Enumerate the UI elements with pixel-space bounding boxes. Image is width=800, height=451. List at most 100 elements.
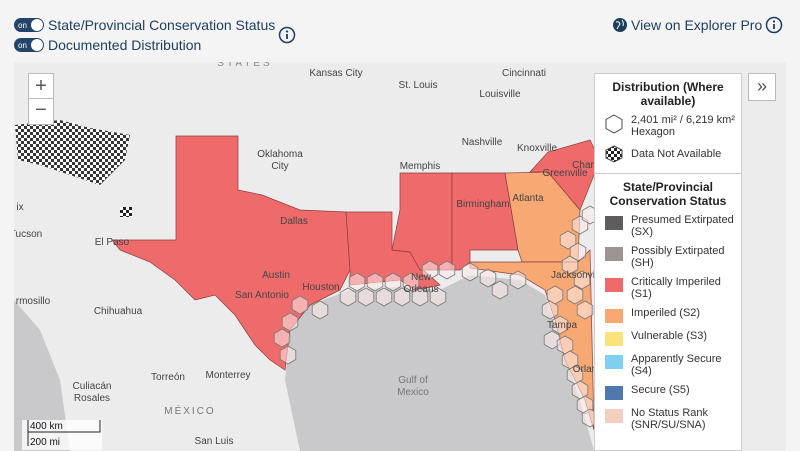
status-label: Apparently Secure (S4) — [631, 353, 722, 377]
no-data-icon — [605, 145, 623, 163]
label-line: Gulf of — [398, 375, 428, 386]
map-label: Gulf of Mexico — [397, 375, 429, 398]
map-label: Tampa — [547, 320, 577, 331]
label-line: Orleans — [403, 284, 438, 295]
map-label: San Antonio — [235, 290, 289, 301]
status-item: Imperiled (S2) — [605, 307, 741, 323]
legend-title: Distribution (Where available) — [612, 80, 724, 108]
info-icon[interactable] — [765, 16, 783, 34]
distribution-hexagon — [576, 300, 594, 320]
status-swatch — [605, 309, 623, 323]
status-label: Vulnerable (S3) — [631, 330, 708, 342]
hexagon-label: Hexagon — [631, 126, 676, 138]
distribution-hexagon — [384, 272, 402, 292]
toggle-label: Documented Distribution — [48, 37, 202, 53]
distribution-hexagon — [509, 270, 527, 290]
status-label: Presumed Extirpated (SX) — [631, 214, 734, 238]
gulf-water — [285, 275, 594, 451]
status-item: Secure (S5) — [605, 384, 741, 400]
map-label: Greenville — [542, 168, 587, 179]
distribution-hexagon — [311, 300, 329, 320]
toggle[interactable]: on State/Provincial Conservation Status — [14, 17, 275, 33]
map-label: Austin — [262, 270, 290, 281]
map-label: Kansas City — [309, 68, 362, 79]
no-data-label: Data Not Available — [631, 148, 722, 160]
scale-mi: 200 mi — [30, 437, 60, 448]
map-label: Birmingham — [456, 199, 509, 210]
status-swatch — [605, 409, 623, 423]
toggle-switch[interactable]: on — [14, 18, 44, 32]
map-label: rmosillo — [16, 296, 51, 307]
zoom-out[interactable]: − — [28, 98, 54, 125]
map-label: Orlan — [573, 364, 597, 375]
toggle-label: State/Provincial Conservation Status — [48, 17, 276, 33]
collapse-legend[interactable]: » — [748, 73, 776, 101]
no-data-area — [15, 120, 130, 185]
state-texas — [111, 135, 351, 371]
link-text[interactable]: View on Explorer Pro — [631, 17, 763, 33]
map-label: Denver — [124, 52, 157, 63]
status-swatch — [605, 386, 623, 400]
status-item: Vulnerable (S3) — [605, 330, 741, 346]
status-swatch — [605, 278, 623, 292]
distribution-hexagon — [429, 287, 447, 307]
info-icon[interactable] — [278, 26, 296, 44]
label-line: Culiacán — [73, 381, 112, 392]
map-label: San Luis — [195, 436, 234, 447]
map-label: Louisville — [479, 89, 521, 100]
map-label: Tucson — [10, 229, 42, 240]
map-label: Monterrey — [205, 370, 250, 381]
distribution-hexagon — [461, 262, 479, 282]
toggle-switch[interactable]: on — [14, 38, 44, 52]
label-line: Mexico — [397, 387, 429, 398]
legend: Distribution (Where available) 2,401 mi²… — [594, 73, 742, 451]
zoom-in[interactable]: + — [28, 73, 54, 100]
distribution-hexagon — [541, 300, 559, 320]
distribution-hexagon — [561, 255, 579, 275]
status-label: Secure (S5) — [631, 384, 690, 396]
map-label: Dallas — [280, 216, 308, 227]
status-label: Imperiled (S2) — [631, 307, 701, 319]
explorer-link[interactable]: View on Explorer Pro — [612, 16, 783, 34]
scale-km: 400 km — [30, 421, 63, 432]
distribution-hexagon — [339, 287, 357, 307]
map-label: Chihuahua — [94, 306, 143, 317]
pacific-water — [14, 300, 70, 451]
distribution-hexagon — [559, 230, 577, 250]
status-item: No Status Rank (SNR/SU/SNA) — [605, 407, 741, 431]
map-label: Atlanta — [512, 193, 544, 204]
distribution-hexagon — [279, 345, 297, 365]
map-label: Houston — [302, 282, 339, 293]
label-line: Oklahoma — [257, 149, 303, 160]
map-label: New Orleans — [403, 272, 438, 295]
distribution-hexagon — [366, 272, 384, 292]
status-swatch — [605, 247, 623, 261]
no-data-area — [120, 207, 132, 217]
map-label: Char — [572, 160, 594, 171]
hexagon-area: 2,401 mi² / 6,219 km² — [631, 114, 735, 126]
distribution-hexagon — [357, 287, 375, 307]
distribution-hexagon — [479, 268, 497, 288]
legend-hexagon: 2,401 mi² / 6,219 km² Hexagon — [605, 114, 741, 138]
distribution-hexagon — [402, 272, 420, 292]
scale-bar: 400 km 200 mi — [22, 420, 102, 450]
distribution-hexagon — [348, 272, 366, 292]
distribution-hexagon — [543, 330, 561, 350]
globe-icon — [613, 18, 627, 32]
label-line: New — [411, 272, 432, 283]
legend-no-data: Data Not Available — [605, 145, 741, 163]
distribution-hexagon — [281, 312, 299, 332]
status-label: No Status Rank (SNR/SU/SNA) — [631, 407, 709, 431]
map-label: Oklahoma City — [257, 149, 303, 172]
status-item: Apparently Secure (S4) — [605, 353, 741, 377]
distribution-hexagon — [421, 260, 439, 280]
distribution-hexagon — [573, 270, 591, 290]
map-label: ix — [16, 202, 23, 213]
distribution-hexagon — [393, 287, 411, 307]
map-label: Culiacán Rosales — [73, 381, 112, 404]
toggle[interactable]: on Documented Distribution — [14, 37, 201, 53]
status-list: Presumed Extirpated (SX) Possibly Extirpa… — [595, 214, 741, 431]
status-label: Critically Imperiled (S1) — [631, 276, 721, 300]
map-label: Memphis — [400, 161, 441, 172]
status-swatch — [605, 216, 623, 230]
